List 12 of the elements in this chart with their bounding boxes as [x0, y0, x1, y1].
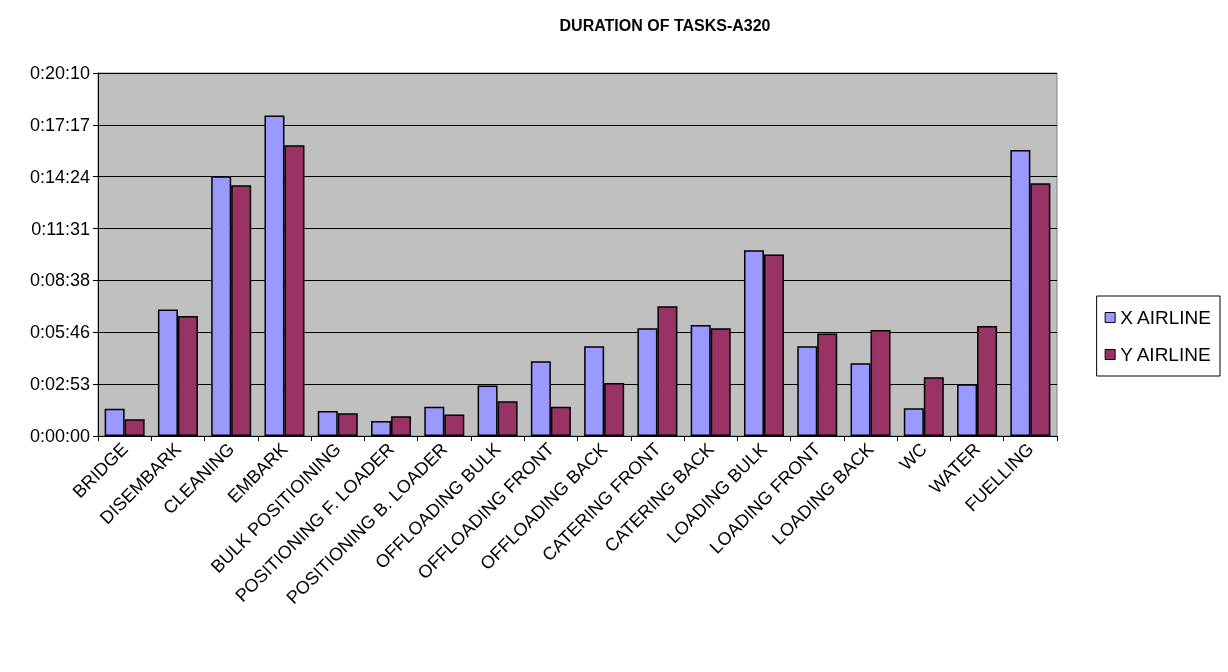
y-tick-label: 0:20:10 — [29, 63, 90, 83]
x-tick-label: WC — [895, 438, 931, 475]
legend-label: Y AIRLINE — [1120, 344, 1211, 365]
y-tick-label: 0:05:46 — [29, 322, 90, 343]
y-tick-label: 0:11:31 — [31, 218, 90, 239]
legend-label: X AIRLINE — [1120, 307, 1211, 328]
y-tick-label: 0:08:38 — [29, 270, 90, 291]
y-tick-label: 0:14:24 — [29, 166, 90, 187]
y-tick-label: 0:02:53 — [29, 374, 90, 395]
y-tick-label: 0:00:00 — [29, 426, 90, 446]
y-tick-label: 0:17:17 — [29, 114, 90, 135]
chart-title: DURATION OF TASKS-A320 — [559, 16, 771, 34]
